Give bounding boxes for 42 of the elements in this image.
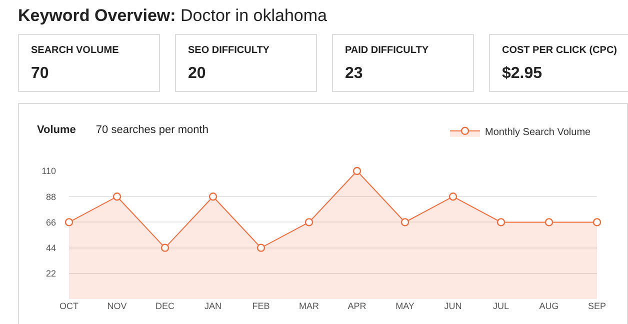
point <box>496 218 506 226</box>
y-tick-label: 22 <box>46 268 56 279</box>
x-tick-label: DEC <box>155 301 175 311</box>
text: SEARCH VOLUME <box>31 45 120 56</box>
x-tick-label: AUG <box>539 301 559 311</box>
point <box>208 192 218 201</box>
y-tick-label: 110 <box>42 166 56 176</box>
point <box>112 192 122 201</box>
legend-label: Monthly Search Volume <box>485 126 592 138</box>
x-tick-label: MAY <box>396 301 414 311</box>
x-tick-label: SEP <box>588 301 606 311</box>
point <box>592 218 602 226</box>
y-tick-label: 88 <box>46 192 56 202</box>
chart-title: Volume <box>37 124 76 136</box>
point <box>400 218 410 226</box>
text: 23 <box>345 65 364 83</box>
x-tick-label: NOV <box>107 301 127 311</box>
text: 20 <box>188 65 207 83</box>
point <box>160 244 170 252</box>
text: SEO DIFFICULTY <box>188 45 270 56</box>
text: Doctor in oklahoma <box>180 6 327 25</box>
x-tick-label: MAR <box>299 301 320 311</box>
text: PAID DIFFICULTY <box>345 45 430 56</box>
x-tick-label: APR <box>348 301 367 311</box>
text: 70 <box>31 65 50 83</box>
y-tick-label: 44 <box>46 242 56 253</box>
x-tick-label: JAN <box>204 301 222 311</box>
y-tick-label: 66 <box>46 217 56 228</box>
point <box>64 218 74 226</box>
point <box>352 166 362 176</box>
x-tick-label: JUN <box>444 301 462 311</box>
x-tick-label: JUL <box>492 301 510 311</box>
x-tick-label: FEB <box>252 301 270 311</box>
text: Keyword Overview: <box>18 6 176 25</box>
x-tick-label: OCT <box>60 301 79 311</box>
chart-subtitle: 70 searches per month <box>96 124 208 136</box>
point <box>256 244 266 252</box>
point <box>448 192 458 201</box>
text: COST PER CLICK (CPC) <box>502 45 618 56</box>
point <box>304 218 314 226</box>
point <box>544 218 554 226</box>
text: $2.95 <box>502 65 544 83</box>
